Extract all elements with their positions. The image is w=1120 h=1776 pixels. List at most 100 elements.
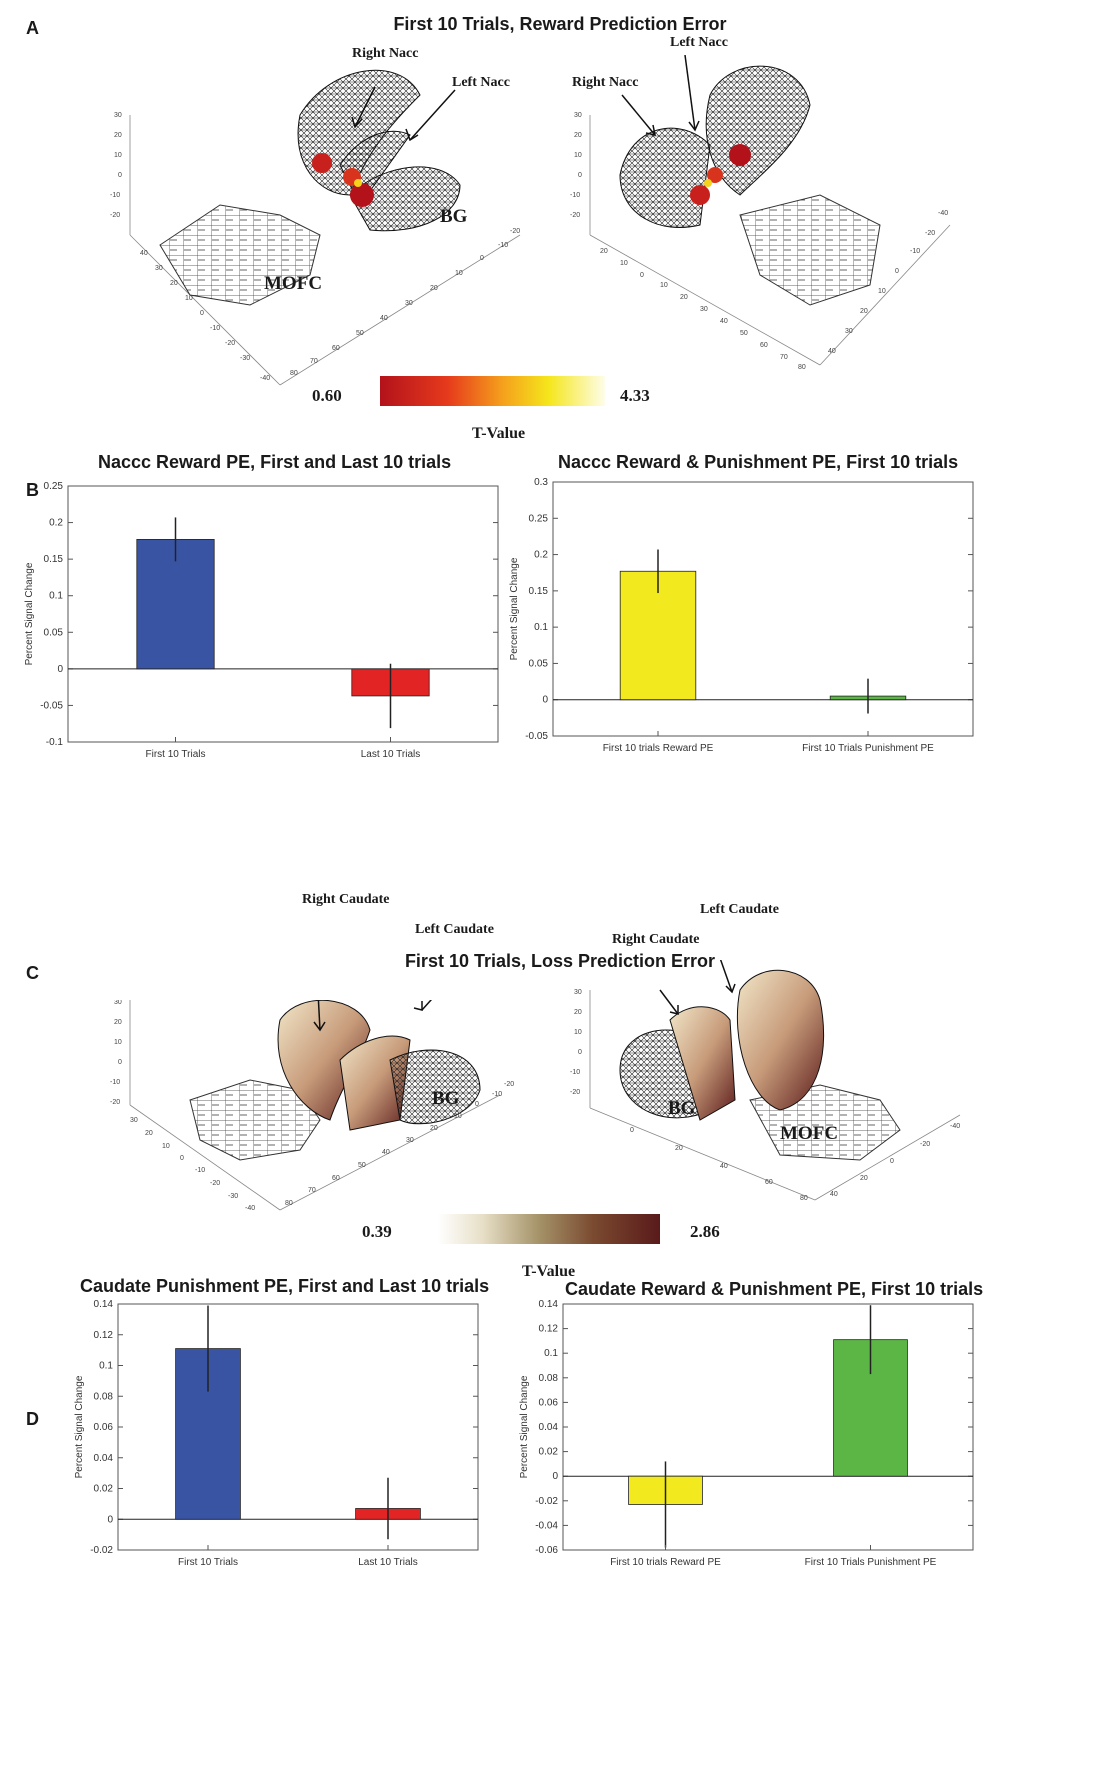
label-left-nacc-a-right: Left Nacc <box>670 35 728 50</box>
label-right-caudate-c-right: Right Caudate <box>612 932 700 947</box>
y-tick-label: 0.04 <box>539 1422 559 1433</box>
y-tick-label: 0 <box>542 695 548 706</box>
y-tick-label: 0.02 <box>539 1447 559 1458</box>
plot-frame <box>552 481 974 737</box>
bar-chart-caudate-first-last: -0.02 0 0.02 0.04 0.06 0.08 0.1 0.12 0.14 Percent… <box>74 1299 479 1568</box>
y-tick-label: 0.08 <box>539 1373 559 1384</box>
svg-text:20: 20 <box>114 1019 122 1026</box>
svg-text:70: 70 <box>780 354 788 361</box>
svg-text:-10: -10 <box>210 325 220 332</box>
svg-text:-10: -10 <box>195 1167 205 1174</box>
chart-4-title: Caudate Reward & Punishment PE, First 10… <box>565 1279 984 1299</box>
x-tick-label: First 10 trials Reward PE <box>610 1557 721 1568</box>
svg-text:-20: -20 <box>570 212 580 219</box>
svg-text:40: 40 <box>720 1163 728 1170</box>
svg-text:0: 0 <box>890 1158 894 1165</box>
svg-text:60: 60 <box>332 1175 340 1182</box>
y-tick-label: 0.12 <box>94 1330 114 1341</box>
svg-text:0: 0 <box>118 172 122 179</box>
svg-text:-20: -20 <box>504 1081 514 1088</box>
svg-text:40: 40 <box>720 318 728 325</box>
plot-frame <box>562 1303 974 1551</box>
svg-text:-20: -20 <box>110 1099 120 1106</box>
bar-chart-nacc-reward-punishment: -0.05 0 0.05 0.1 0.15 0.2 0.25 0.3 Percent Signa… <box>509 478 974 754</box>
svg-text:20: 20 <box>600 248 608 255</box>
svg-text:0: 0 <box>118 1059 122 1066</box>
svg-text:-20: -20 <box>210 1180 220 1187</box>
svg-text:-10: -10 <box>110 1079 120 1086</box>
y-tick-label: 0.06 <box>94 1422 114 1433</box>
y-tick-label: 0.15 <box>44 554 64 565</box>
svg-text:20: 20 <box>574 132 582 139</box>
svg-text:30: 30 <box>406 1137 414 1144</box>
svg-text:20: 20 <box>170 280 178 287</box>
y-tick-label: 0.25 <box>44 481 64 492</box>
panel-c-title: First 10 Trials, Loss Prediction Error <box>404 951 716 971</box>
label-mofc-a-left: MOFC <box>264 273 323 294</box>
plot-frame <box>117 1303 479 1551</box>
y-axis-label: Percent Signal Change <box>509 557 520 660</box>
svg-text:-10: -10 <box>110 192 120 199</box>
svg-text:-40: -40 <box>950 1123 960 1130</box>
label-right-nacc-a-left: Right Nacc <box>352 46 419 61</box>
y-tick-label: -0.02 <box>90 1545 113 1556</box>
svg-text:-10: -10 <box>910 248 920 255</box>
svg-text:20: 20 <box>680 294 688 301</box>
y-tick-label: -0.05 <box>40 700 63 711</box>
svg-text:-10: -10 <box>570 192 580 199</box>
y-tick-label: -0.1 <box>46 737 64 748</box>
svg-text:10: 10 <box>162 1143 170 1150</box>
svg-text:30: 30 <box>574 989 582 996</box>
svg-text:70: 70 <box>308 1187 316 1194</box>
y-tick-label: 0 <box>57 664 63 675</box>
x-tick-label: First 10 Trials <box>178 1557 238 1568</box>
colorbar-c <box>438 1214 660 1244</box>
svg-text:-30: -30 <box>228 1193 238 1200</box>
y-tick-label: 0.02 <box>94 1484 114 1495</box>
y-tick-label: 0 <box>107 1514 113 1525</box>
chart-3-title: Caudate Punishment PE, First and Last 10… <box>80 1276 490 1296</box>
y-tick-label: 0.2 <box>534 550 548 561</box>
svg-text:50: 50 <box>358 1162 366 1169</box>
svg-text:0: 0 <box>630 1127 634 1134</box>
svg-text:0: 0 <box>895 268 899 275</box>
y-tick-label: 0.05 <box>529 658 549 669</box>
svg-text:30: 30 <box>114 1000 122 1006</box>
svg-text:20: 20 <box>430 285 438 292</box>
label-bg-a-left: BG <box>440 206 468 227</box>
label-left-caudate-c-right: Left Caudate <box>700 902 779 917</box>
panel-a-title: First 10 Trials, Reward Prediction Error <box>393 14 727 34</box>
svg-text:20: 20 <box>430 1125 438 1132</box>
svg-text:-20: -20 <box>570 1089 580 1096</box>
svg-text:0: 0 <box>480 255 484 262</box>
svg-text:10: 10 <box>114 152 122 159</box>
chart-2-title: Naccc Reward & Punishment PE, First 10 t… <box>558 452 959 472</box>
x-tick-label: First 10 Trials <box>145 749 205 760</box>
panel-letter-b: B <box>26 480 39 500</box>
y-tick-label: 0.1 <box>49 591 63 602</box>
svg-text:0: 0 <box>475 1101 479 1108</box>
svg-text:30: 30 <box>700 306 708 313</box>
svg-text:40: 40 <box>830 1191 838 1198</box>
bar-chart-caudate-reward-punishment: -0.06 -0.04 -0.02 0 0.02 0.04 0.06 0.08 0.1 0.12 0… <box>519 1299 974 1568</box>
svg-text:60: 60 <box>760 342 768 349</box>
svg-text:60: 60 <box>765 1179 773 1186</box>
y-tick-label: -0.06 <box>535 1545 558 1556</box>
svg-text:-20: -20 <box>110 212 120 219</box>
svg-text:40: 40 <box>382 1149 390 1156</box>
label-bg-c-right: BG <box>668 1098 696 1119</box>
svg-text:50: 50 <box>740 330 748 337</box>
y-tick-label: 0.2 <box>49 518 63 529</box>
svg-text:10: 10 <box>114 1039 122 1046</box>
y-tick-label: 0.1 <box>544 1348 558 1359</box>
x-tick-label: Last 10 Trials <box>361 749 420 760</box>
colorbar-c-max: 2.86 <box>690 1222 720 1241</box>
svg-text:-40: -40 <box>260 375 270 382</box>
svg-text:0: 0 <box>200 310 204 317</box>
svg-text:70: 70 <box>310 358 318 365</box>
svg-text:20: 20 <box>860 1175 868 1182</box>
svg-text:30: 30 <box>574 112 582 119</box>
y-tick-label: -0.02 <box>535 1496 558 1507</box>
